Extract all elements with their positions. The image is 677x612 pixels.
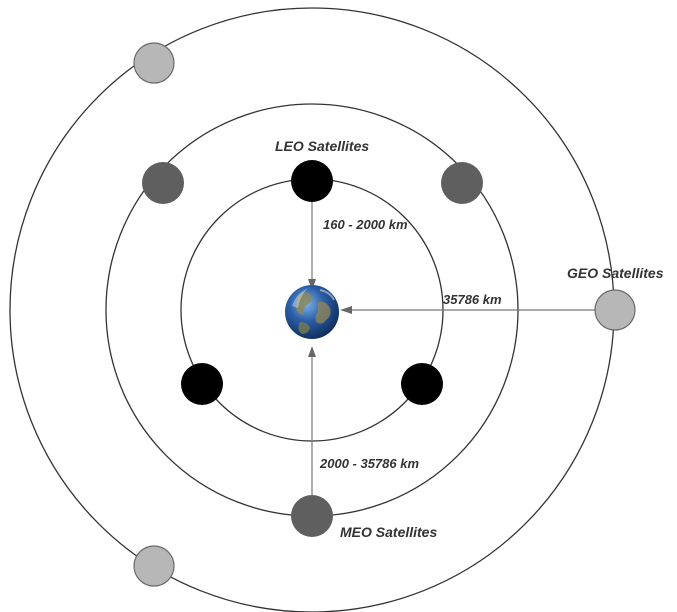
- geo-satellite-right: [594, 289, 636, 331]
- meo-satellite-top-right: [441, 162, 483, 204]
- geo-satellite-top-left: [133, 42, 175, 84]
- meo-satellite-top-left: [142, 162, 184, 204]
- meo-satellite-bottom: [291, 495, 333, 537]
- meo-arrow-head: [308, 346, 316, 357]
- leo-distance-label: 160 - 2000 km: [323, 217, 408, 232]
- geo-distance-label: 35786 km: [443, 292, 502, 307]
- geo-label: GEO Satellites: [567, 265, 664, 281]
- meo-label: MEO Satellites: [340, 524, 437, 540]
- earth-globe-icon: [285, 285, 339, 339]
- meo-distance-label: 2000 - 35786 km: [319, 456, 419, 471]
- leo-satellite-left: [181, 363, 223, 405]
- leo-satellite-right: [401, 363, 443, 405]
- leo-label: LEO Satellites: [275, 138, 369, 154]
- leo-satellite-top: [291, 160, 333, 202]
- geo-arrow-head: [340, 306, 352, 314]
- geo-satellite-bottom-left: [133, 545, 175, 587]
- leo-arrow-head: [308, 279, 316, 290]
